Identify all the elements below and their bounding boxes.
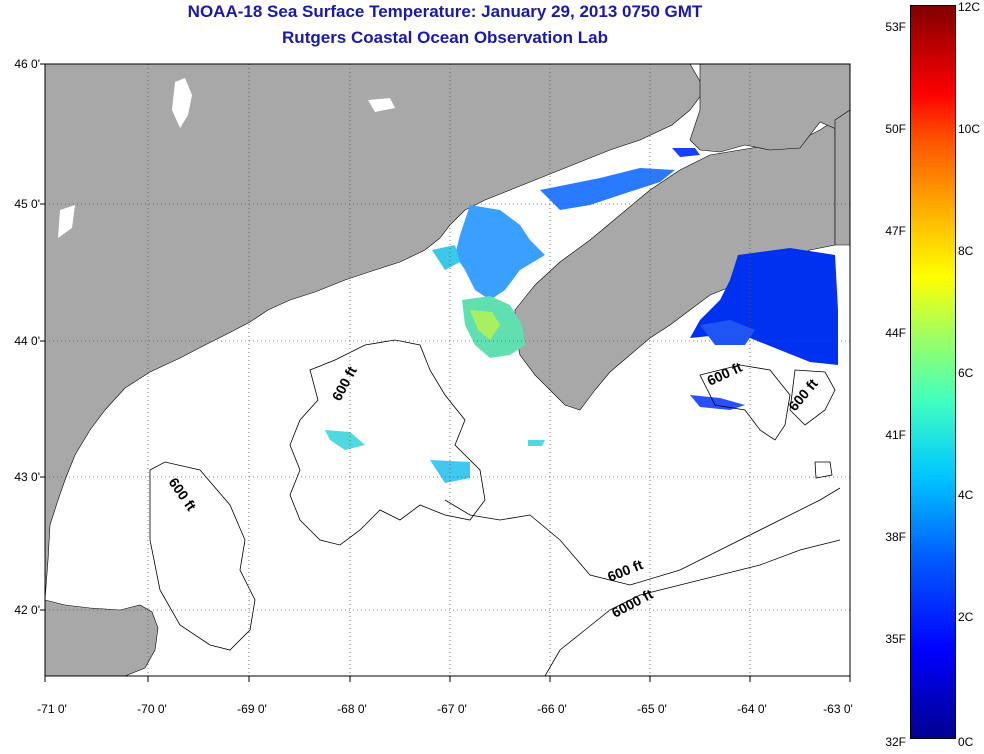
y-tick-label: 44 0': [14, 334, 40, 348]
map-subtitle: Rutgers Coastal Ocean Observation Lab: [282, 28, 608, 47]
x-tick-label: -65 0': [637, 702, 667, 716]
lake: [172, 78, 192, 128]
colorbar-c-label: 12C: [958, 0, 981, 14]
colorbar-c-label: 10C: [958, 122, 981, 136]
lake: [58, 205, 75, 238]
x-tick-label: -69 0': [237, 702, 267, 716]
plot-frame: [44, 63, 851, 677]
land-cape-breton: [834, 109, 850, 246]
axis-ticks: [40, 63, 851, 682]
colorbar-c-label: 6C: [958, 366, 974, 380]
y-tick-label: 43 0': [14, 470, 40, 484]
land-northeast: [689, 64, 850, 153]
colorbar-c-label: 4C: [958, 488, 974, 502]
x-tick-label: -63 0': [823, 702, 853, 716]
depth-contours: [149, 339, 841, 676]
colorbar-c-label: 0C: [958, 735, 974, 749]
land-cape-cod: [45, 599, 159, 676]
lake: [368, 98, 395, 112]
colorbar-f-label: 38F: [885, 530, 906, 544]
colorbar-f-label: 47F: [885, 224, 906, 238]
colorbar-f-label: 32F: [885, 735, 906, 749]
x-tick-label: -66 0': [537, 702, 567, 716]
land-mainland: [45, 64, 706, 601]
colorbar-c-label: 2C: [958, 610, 974, 624]
colorbar-f-label: 44F: [885, 326, 906, 340]
colorbar-c-label: 8C: [958, 244, 974, 258]
colorbar-f-label: 53F: [885, 20, 906, 34]
y-tick-label: 42 0': [14, 603, 40, 617]
x-tick-label: -68 0': [337, 702, 367, 716]
x-tick-label: -64 0': [737, 702, 767, 716]
colorbar-f-label: 41F: [885, 428, 906, 442]
map-title: NOAA-18 Sea Surface Temperature: January…: [187, 2, 703, 21]
colorbar-f-label: 35F: [885, 632, 906, 646]
x-tick-label: -70 0': [137, 702, 167, 716]
temperature-colorbar: [910, 5, 956, 739]
x-tick-label: -67 0': [437, 702, 467, 716]
sst-patches: [325, 148, 838, 483]
colorbar-f-label: 50F: [885, 122, 906, 136]
y-tick-label: 45 0': [14, 197, 40, 211]
x-tick-label: -71 0': [37, 702, 67, 716]
y-tick-label: 46 0': [14, 57, 40, 71]
